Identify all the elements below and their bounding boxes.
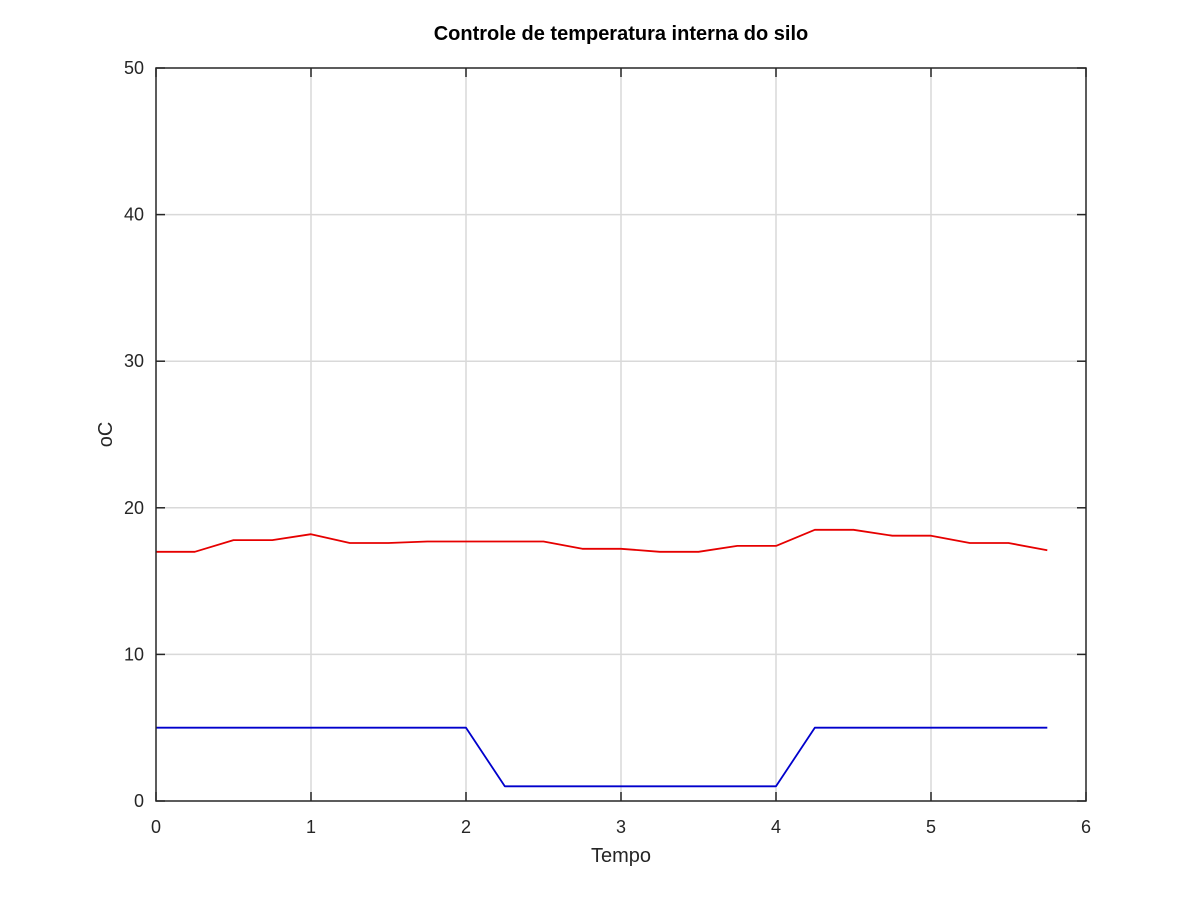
x-tick-label: 2 <box>461 817 471 837</box>
grid-lines <box>156 68 1086 801</box>
x-axis-label: Tempo <box>591 845 651 867</box>
chart-title: Controle de temperatura interna do silo <box>434 23 809 45</box>
y-tick-label: 0 <box>134 791 144 811</box>
x-tick-label: 5 <box>926 817 936 837</box>
y-tick-label: 30 <box>124 351 144 371</box>
series-line-2 <box>156 726 1048 788</box>
x-tick-label: 1 <box>306 817 316 837</box>
axis-ticks: 0 1 2 3 4 5 6 0 10 20 30 40 50 <box>124 58 1091 837</box>
x-tick-label: 4 <box>771 817 781 837</box>
series-line-1 <box>156 528 1048 553</box>
y-tick-label: 50 <box>124 58 144 78</box>
series-lines <box>156 528 1048 788</box>
y-axis-label: oC <box>95 422 117 448</box>
y-tick-label: 10 <box>124 644 144 664</box>
x-tick-label: 3 <box>616 817 626 837</box>
y-tick-label: 20 <box>124 498 144 518</box>
x-tick-label: 6 <box>1081 817 1091 837</box>
x-tick-label: 0 <box>151 817 161 837</box>
y-tick-label: 40 <box>124 205 144 225</box>
